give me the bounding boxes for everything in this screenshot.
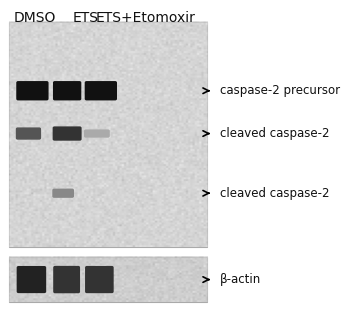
FancyBboxPatch shape — [16, 127, 41, 140]
Text: cleaved caspase-2: cleaved caspase-2 — [220, 187, 330, 200]
FancyBboxPatch shape — [85, 266, 114, 293]
FancyBboxPatch shape — [85, 81, 117, 100]
Text: β-actin: β-actin — [220, 273, 261, 286]
FancyBboxPatch shape — [84, 129, 110, 138]
Text: caspase-2 precursor: caspase-2 precursor — [220, 84, 340, 97]
FancyBboxPatch shape — [53, 266, 80, 293]
Text: ETS: ETS — [72, 11, 99, 25]
FancyBboxPatch shape — [53, 126, 82, 141]
Text: DMSO: DMSO — [13, 11, 56, 25]
FancyBboxPatch shape — [17, 266, 46, 293]
FancyBboxPatch shape — [16, 81, 48, 100]
Bar — [9, 257, 207, 302]
Bar — [9, 22, 207, 247]
Text: ETS+Etomoxir: ETS+Etomoxir — [96, 11, 195, 25]
Text: cleaved caspase-2: cleaved caspase-2 — [220, 127, 330, 140]
FancyBboxPatch shape — [53, 81, 81, 100]
FancyBboxPatch shape — [52, 189, 74, 198]
